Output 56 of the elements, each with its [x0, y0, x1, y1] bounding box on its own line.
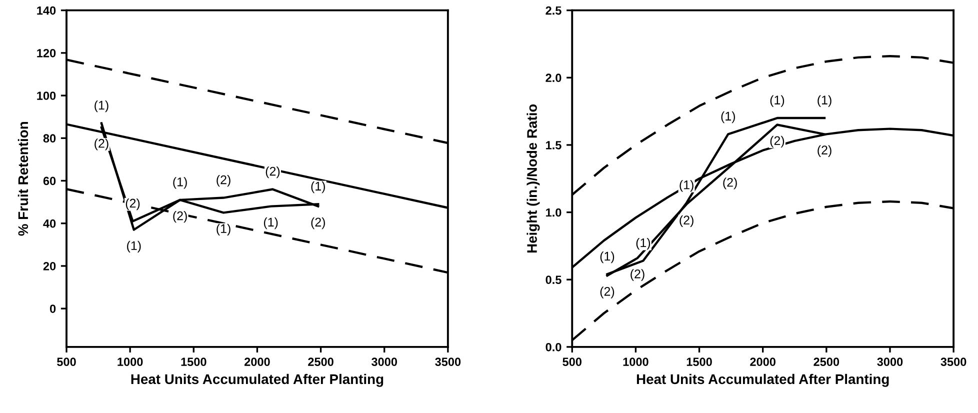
text: (2)	[266, 166, 280, 178]
text: (2)	[818, 145, 832, 157]
text: (2)	[600, 286, 614, 298]
text: (2)	[723, 178, 737, 190]
x-tick-label: 2500	[308, 358, 334, 366]
series-label: (1)	[264, 217, 278, 230]
x-tick-label: 500	[562, 358, 582, 366]
x-tick-label: 500	[57, 358, 76, 366]
text: (2)	[311, 217, 325, 230]
text: (1)	[600, 251, 614, 264]
x-tick-label: 1500	[686, 358, 712, 366]
x-tick-label: 1000	[118, 358, 143, 366]
y-tick-label: 60	[43, 176, 56, 186]
text: (1)	[94, 100, 108, 112]
x-tick-label: 2000	[750, 358, 776, 366]
y-tick-label: 2.0	[546, 74, 562, 82]
y-tick-label: 80	[43, 134, 56, 143]
text: (2)	[630, 269, 644, 281]
text: (1)	[173, 177, 187, 189]
text: (1)	[721, 111, 735, 124]
x-tick-label: 3500	[435, 358, 461, 366]
x-tick-label: 1500	[181, 358, 206, 366]
text: (1)	[636, 238, 650, 250]
x-tick-label: 3000	[877, 358, 903, 366]
y-tick-label: 0.5	[546, 276, 562, 284]
text: (2)	[94, 138, 108, 150]
x-tick-label: 3000	[371, 358, 398, 366]
x-tick-label: 1000	[623, 358, 648, 366]
series-label: (1)	[680, 180, 694, 192]
y-tick-label: 120	[37, 48, 56, 58]
text: (1)	[216, 224, 230, 236]
y-tick-label: 0	[50, 304, 56, 313]
text: (2)	[216, 175, 230, 187]
series-label: (2)	[680, 215, 694, 227]
text: (2)	[173, 211, 187, 223]
text: (1)	[770, 95, 784, 107]
text: (1)	[127, 240, 141, 253]
x-axis-title: Heat Units Accumulated After Planting	[131, 374, 384, 387]
x-tick-label: 3500	[940, 358, 966, 366]
y-axis-title: % Fruit Retention	[18, 122, 28, 236]
y-tick-label: 0.0	[546, 342, 562, 352]
y-tick-label: 100	[37, 92, 56, 100]
text: (2)	[770, 136, 784, 148]
text: (1)	[311, 181, 325, 194]
y-tick-label: 1.0	[546, 208, 562, 217]
y-tick-label: 40	[43, 219, 56, 228]
x-tick-label: 2000	[244, 358, 270, 366]
y-axis-title: Height (in.)/Node Ratio	[526, 104, 540, 253]
series-label: (2)	[126, 198, 140, 210]
x-tick-label: 2500	[814, 358, 840, 366]
y-tick-label: 140	[37, 6, 56, 15]
y-tick-label: 20	[43, 262, 56, 270]
y-tick-label: 1.5	[546, 141, 562, 150]
text: (1)	[818, 95, 832, 107]
y-tick-label: 2.5	[546, 6, 562, 15]
x-axis-title: Heat Units Accumulated After Planting	[636, 374, 889, 387]
